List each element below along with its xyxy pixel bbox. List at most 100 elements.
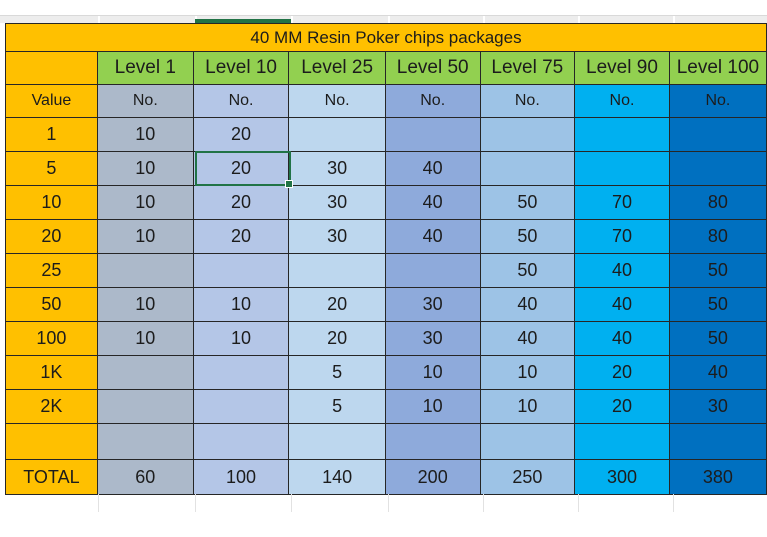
- level-header-cell[interactable]: Level 75: [479, 51, 576, 85]
- count-cell[interactable]: 10: [96, 151, 194, 186]
- chip-value-cell[interactable]: 10: [5, 185, 98, 220]
- count-cell[interactable]: 40: [384, 151, 481, 186]
- level-header-cell[interactable]: Level 100: [668, 51, 767, 85]
- count-cell[interactable]: 10: [96, 219, 194, 254]
- count-cell[interactable]: 20: [574, 389, 670, 424]
- corner-cell[interactable]: [5, 51, 98, 85]
- chip-value-cell[interactable]: 1K: [5, 355, 98, 390]
- count-cell[interactable]: [479, 117, 576, 152]
- level-header-cell[interactable]: Level 50: [384, 51, 481, 85]
- count-cell[interactable]: [288, 117, 386, 152]
- spacer-cell[interactable]: [668, 423, 767, 460]
- count-header-cell[interactable]: No.: [479, 84, 576, 118]
- count-cell[interactable]: [192, 253, 290, 288]
- count-cell[interactable]: [574, 117, 670, 152]
- count-cell[interactable]: 70: [574, 185, 670, 220]
- count-cell[interactable]: 10: [96, 321, 194, 356]
- count-cell[interactable]: 20: [192, 117, 290, 152]
- count-cell[interactable]: 10: [384, 389, 481, 424]
- level-header-cell[interactable]: Level 1: [96, 51, 194, 85]
- count-cell[interactable]: 10: [479, 355, 576, 390]
- count-header-cell[interactable]: No.: [574, 84, 670, 118]
- count-cell[interactable]: 20: [192, 151, 290, 186]
- count-cell[interactable]: 40: [574, 253, 670, 288]
- count-cell[interactable]: [192, 355, 290, 390]
- count-cell[interactable]: 80: [668, 219, 767, 254]
- spacer-cell[interactable]: [574, 423, 670, 460]
- count-cell[interactable]: 30: [384, 287, 481, 322]
- level-header-cell[interactable]: Level 25: [288, 51, 386, 85]
- total-count-cell[interactable]: 250: [479, 459, 576, 495]
- count-cell[interactable]: 20: [574, 355, 670, 390]
- spacer-cell[interactable]: [192, 423, 290, 460]
- count-cell[interactable]: 40: [574, 287, 670, 322]
- count-header-cell[interactable]: No.: [288, 84, 386, 118]
- count-cell[interactable]: [384, 253, 481, 288]
- count-cell[interactable]: 10: [96, 185, 194, 220]
- count-cell[interactable]: 30: [288, 185, 386, 220]
- count-cell[interactable]: 20: [192, 185, 290, 220]
- count-cell[interactable]: 10: [96, 117, 194, 152]
- count-cell[interactable]: [96, 253, 194, 288]
- count-cell[interactable]: [574, 151, 670, 186]
- spacer-cell[interactable]: [384, 423, 481, 460]
- count-cell[interactable]: 5: [288, 355, 386, 390]
- total-label-cell[interactable]: TOTAL: [5, 459, 98, 495]
- count-cell[interactable]: 40: [479, 287, 576, 322]
- count-cell[interactable]: 40: [668, 355, 767, 390]
- count-cell[interactable]: 10: [192, 287, 290, 322]
- value-header-cell[interactable]: Value: [5, 84, 98, 118]
- level-header-cell[interactable]: Level 10: [192, 51, 290, 85]
- count-cell[interactable]: [288, 253, 386, 288]
- count-cell[interactable]: [96, 389, 194, 424]
- chip-value-cell[interactable]: 20: [5, 219, 98, 254]
- count-cell[interactable]: 50: [668, 253, 767, 288]
- count-cell[interactable]: [668, 117, 767, 152]
- count-cell[interactable]: 40: [384, 185, 481, 220]
- chip-value-cell[interactable]: 50: [5, 287, 98, 322]
- count-cell[interactable]: 20: [288, 287, 386, 322]
- count-cell[interactable]: 20: [288, 321, 386, 356]
- count-cell[interactable]: 50: [668, 287, 767, 322]
- count-cell[interactable]: 20: [192, 219, 290, 254]
- count-cell[interactable]: 30: [384, 321, 481, 356]
- count-cell[interactable]: 10: [384, 355, 481, 390]
- count-cell[interactable]: [192, 389, 290, 424]
- count-cell[interactable]: [479, 151, 576, 186]
- chip-value-cell[interactable]: 100: [5, 321, 98, 356]
- count-cell[interactable]: 10: [96, 287, 194, 322]
- spacer-cell[interactable]: [288, 423, 386, 460]
- count-cell[interactable]: 50: [668, 321, 767, 356]
- spacer-cell[interactable]: [479, 423, 576, 460]
- total-count-cell[interactable]: 200: [384, 459, 481, 495]
- count-header-cell[interactable]: No.: [668, 84, 767, 118]
- level-header-cell[interactable]: Level 90: [574, 51, 670, 85]
- count-header-cell[interactable]: No.: [192, 84, 290, 118]
- count-cell[interactable]: [668, 151, 767, 186]
- count-header-cell[interactable]: No.: [384, 84, 481, 118]
- count-cell[interactable]: 30: [668, 389, 767, 424]
- count-header-cell[interactable]: No.: [96, 84, 194, 118]
- count-cell[interactable]: 40: [479, 321, 576, 356]
- total-count-cell[interactable]: 140: [288, 459, 386, 495]
- fill-handle[interactable]: [285, 179, 293, 188]
- total-count-cell[interactable]: 380: [668, 459, 767, 495]
- count-cell[interactable]: 50: [479, 253, 576, 288]
- count-cell[interactable]: 40: [574, 321, 670, 356]
- chip-value-cell[interactable]: 1: [5, 117, 98, 152]
- count-cell[interactable]: [96, 355, 194, 390]
- count-cell[interactable]: 5: [288, 389, 386, 424]
- count-cell[interactable]: 50: [479, 219, 576, 254]
- total-count-cell[interactable]: 60: [96, 459, 194, 495]
- count-cell[interactable]: 10: [192, 321, 290, 356]
- spacer-cell[interactable]: [5, 423, 98, 460]
- count-cell[interactable]: 30: [288, 151, 386, 186]
- chip-value-cell[interactable]: 25: [5, 253, 98, 288]
- count-cell[interactable]: 30: [288, 219, 386, 254]
- total-count-cell[interactable]: 100: [192, 459, 290, 495]
- count-cell[interactable]: 80: [668, 185, 767, 220]
- total-count-cell[interactable]: 300: [574, 459, 670, 495]
- chip-value-cell[interactable]: 5: [5, 151, 98, 186]
- count-cell[interactable]: 50: [479, 185, 576, 220]
- chip-value-cell[interactable]: 2K: [5, 389, 98, 424]
